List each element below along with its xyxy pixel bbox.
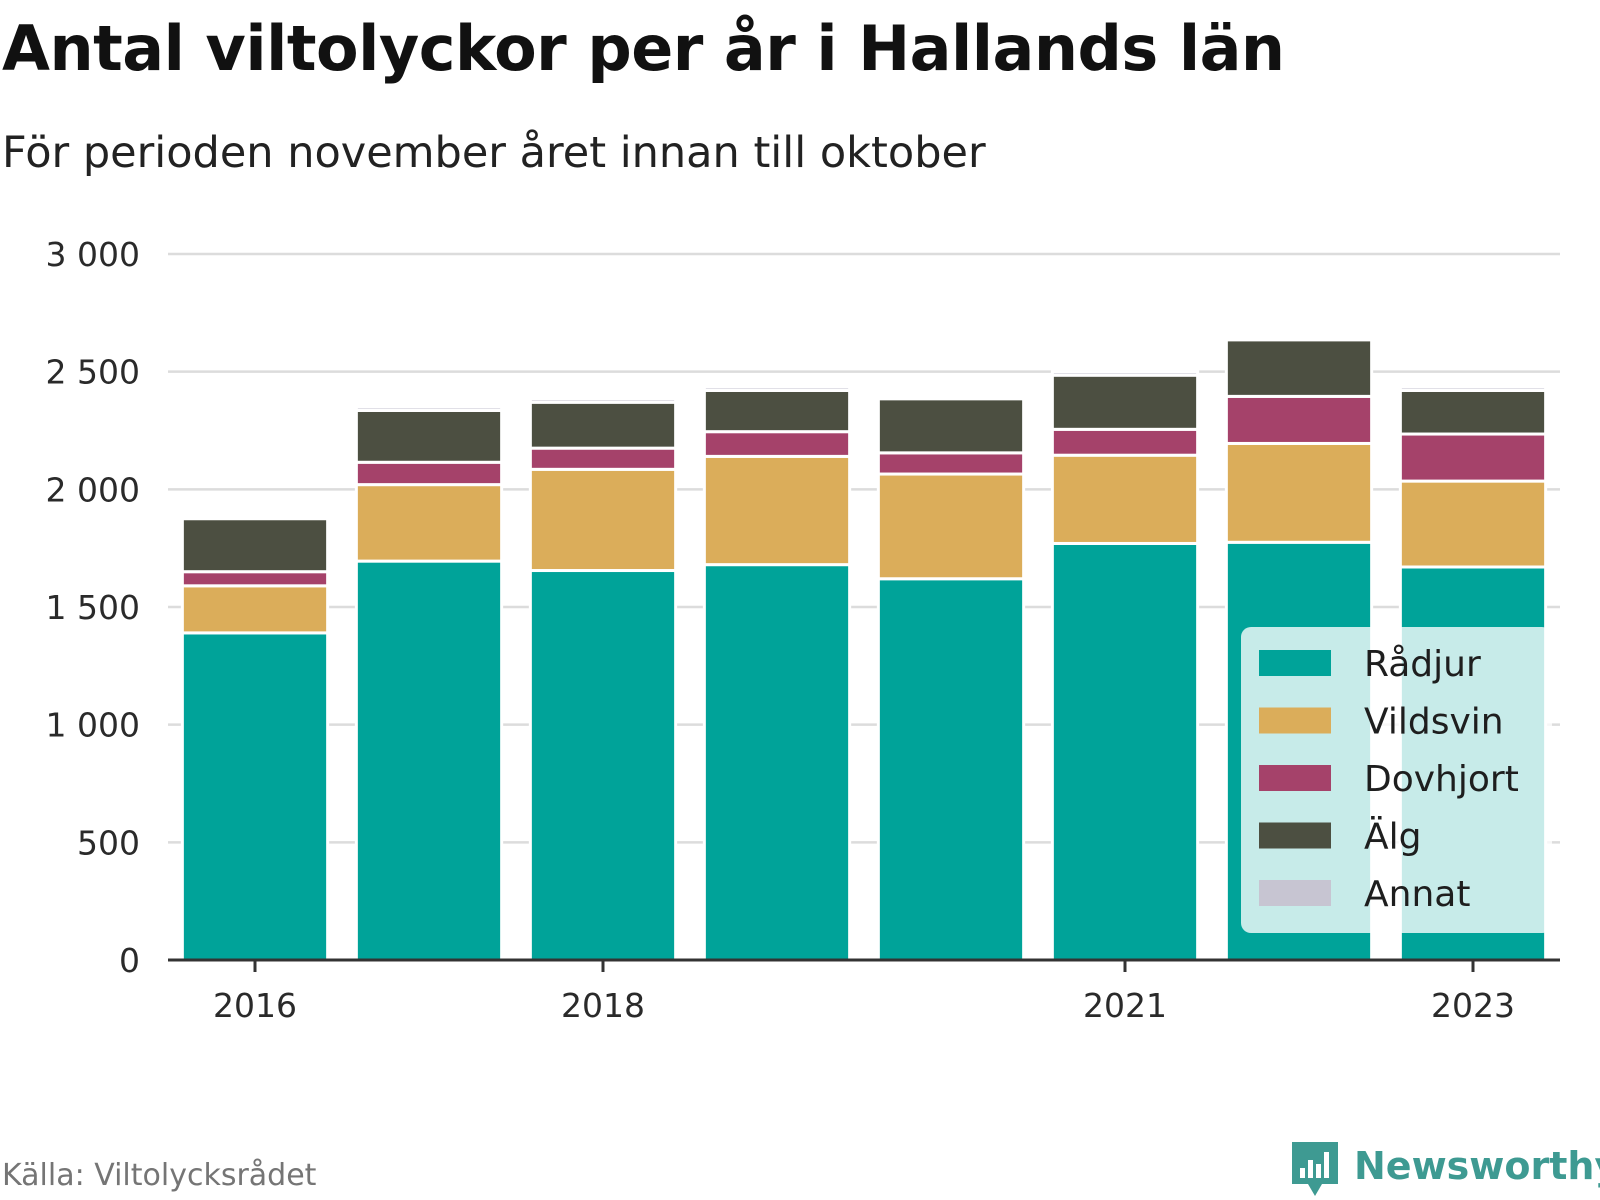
bar-segment [354,483,504,563]
brand-name: Newsworthy [1354,1144,1600,1188]
bar-segment [1398,385,1548,392]
bar-segment [1050,370,1200,377]
x-tick-label: 2023 [1431,986,1515,1025]
bar-stack-2021 [1050,370,1200,962]
bar-segment [702,563,852,962]
bar-segment [1398,432,1548,483]
bar-segment [876,451,1026,476]
bar-segment [354,405,504,412]
bar-segment [702,454,852,567]
chart-title: Antal viltolyckor per år i Hallands län [2,12,1285,85]
bar-stack-2018 [528,397,678,962]
bar-stack-2019 [702,385,852,962]
bar-stack-2020 [876,394,1026,962]
bar-segment [1224,338,1374,398]
y-tick-label: 1 000 [46,706,140,745]
bar-segment [180,570,330,588]
x-axis: 2016 2018 2021 2023 [168,958,1560,1025]
newsworthy-chart-icon [1292,1142,1338,1196]
y-tick-label: 2 000 [46,470,140,509]
brand-logo: Newsworthy [1290,1140,1600,1198]
legend-swatch [1259,880,1331,906]
bar-segment [528,400,678,450]
legend-swatch [1259,707,1331,734]
bar-segment [354,460,504,487]
bar-stack-2016 [180,517,330,962]
bar-segment [528,446,678,471]
bar-segment [1224,394,1374,445]
bar-segment [1050,541,1200,962]
y-tick-label: 2 500 [46,353,140,392]
bar-segment [876,397,1026,455]
legend-label: Dovhjort [1364,759,1519,800]
bar-segment [354,408,504,464]
legend-label: Vildsvin [1364,702,1504,743]
bar-segment [876,577,1026,962]
y-tick-label: 1 500 [46,588,140,627]
legend-box [1241,627,1552,933]
bar-segment [528,569,678,962]
x-tick-label: 2021 [1083,986,1167,1025]
chart-subtitle: För perioden november året innan till ok… [2,128,986,178]
legend-swatch [1259,765,1331,791]
source-note: Källa: Viltolycksrådet [2,1158,317,1193]
legend-label: Annat [1364,874,1470,915]
bar-segment [702,430,852,458]
bar-segment [702,388,852,434]
bar-segment [876,394,1026,401]
bar-segment [354,559,504,962]
bar-segment [1050,453,1200,545]
bar-segment [1398,479,1548,569]
bar-segment [180,517,330,574]
bar-segment [1050,373,1200,431]
bar-segment [528,467,678,573]
legend-swatch [1259,822,1331,849]
legend-label: Älg [1364,816,1421,858]
legend-swatch [1259,650,1331,676]
legend: Rådjur Vildsvin Dovhjort Älg Annat [1241,627,1552,933]
legend-label: Rådjur [1364,644,1481,685]
y-tick-label: 500 [77,823,140,862]
y-tick-label: 3 000 [46,235,140,274]
x-tick-label: 2018 [561,986,645,1025]
bar-segment [876,472,1026,581]
bar-segment [1398,388,1548,436]
bar-segment [1224,441,1374,544]
bar-segment [180,584,330,635]
y-axis-tick-labels: 0 500 1 000 1 500 2 000 2 500 3 000 [46,235,140,980]
bar-segment [180,631,330,962]
y-tick-label: 0 [119,941,140,980]
bar-segment [702,385,852,392]
bar-segment [1050,427,1200,457]
x-tick-label: 2016 [213,986,297,1025]
bar-segment [528,397,678,404]
bar-stack-2017 [354,405,504,962]
